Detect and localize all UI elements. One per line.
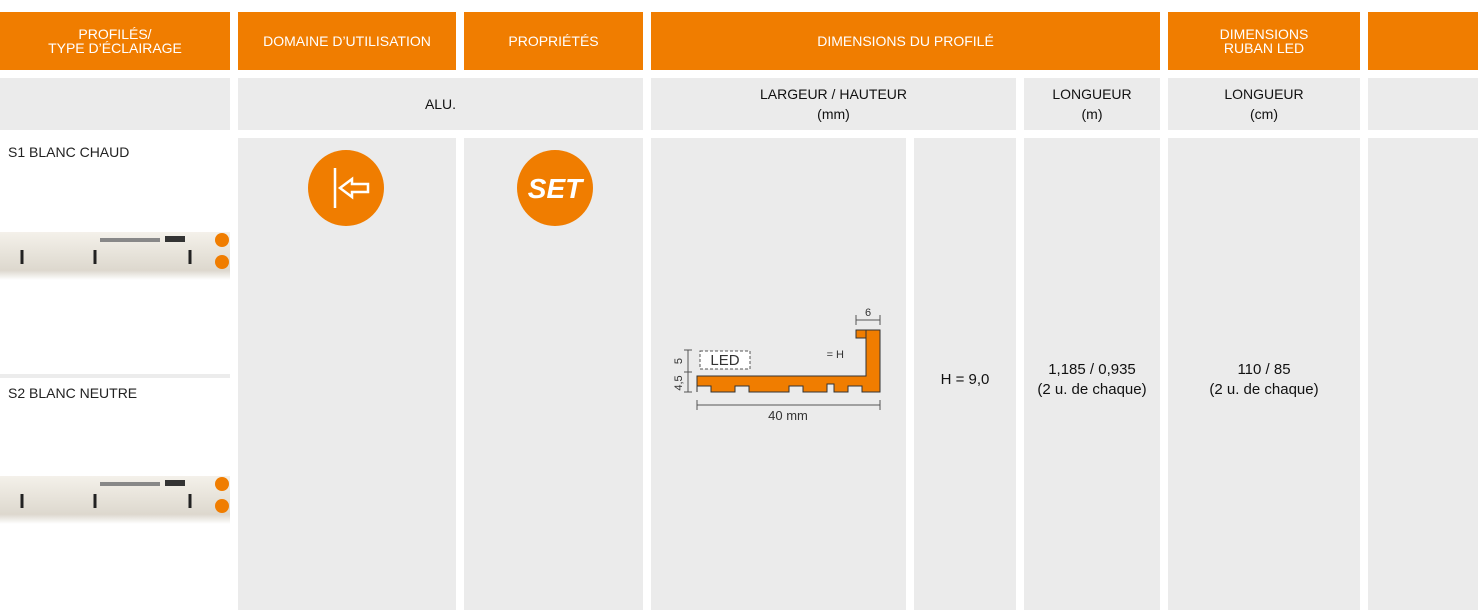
header-cell xyxy=(1368,12,1478,70)
body-cell xyxy=(1368,138,1478,610)
header-cell: PROPRIÉTÉS xyxy=(464,12,643,70)
diagram-label: 5 xyxy=(673,358,685,364)
subheader-text: LONGUEUR xyxy=(1052,86,1132,102)
subheader-text: ALU. xyxy=(424,96,457,112)
subheader-text: (m) xyxy=(1081,106,1103,122)
diagram-label: 6 xyxy=(865,307,871,319)
subheader-cell xyxy=(1368,78,1478,130)
header-text: RUBAN LED xyxy=(1223,40,1305,56)
subheader-text: (cm) xyxy=(1250,106,1278,122)
header-cell: DOMAINE D’UTILISATION xyxy=(238,12,456,70)
row-label: S1 BLANC CHAUD xyxy=(8,144,130,160)
cell-value: (2 u. de chaque) xyxy=(1037,381,1147,398)
subheader-text: LARGEUR / HAUTEUR xyxy=(759,86,908,102)
subheader-text: (mm) xyxy=(817,106,850,122)
cell-value: (2 u. de chaque) xyxy=(1209,381,1319,398)
header-cell: DIMENSIONS RUBAN LED xyxy=(1168,12,1360,70)
body-cell xyxy=(651,138,906,610)
subheader-cell: ALU. xyxy=(238,78,643,130)
row-separator xyxy=(0,374,230,378)
diagram-label: 4,5 xyxy=(673,375,685,390)
header-cell: DIMENSIONS DU PROFILÉ xyxy=(651,12,1160,70)
header-text: PROFILÉS/ xyxy=(78,26,152,42)
header-text: DIMENSIONS DU PROFILÉ xyxy=(817,33,994,49)
profile-drawing xyxy=(684,315,881,410)
header-text: TYPE D’ÉCLAIRAGE xyxy=(48,40,182,56)
header-text: PROPRIÉTÉS xyxy=(508,33,599,49)
led-strip xyxy=(0,232,230,280)
diagram-label: LED xyxy=(710,352,739,369)
cell-value: 110 / 85 xyxy=(1237,361,1291,378)
subheader-cell: LONGUEUR (m) xyxy=(1024,78,1160,130)
row-label: S2 BLANC NEUTRE xyxy=(8,385,138,401)
header-text: DIMENSIONS xyxy=(1219,26,1309,42)
header-cell: PROFILÉS/TYPE D’ÉCLAIRAGE xyxy=(0,12,230,70)
properties-icon xyxy=(517,150,593,226)
cell-value: H = 9,0 xyxy=(940,371,990,388)
usage-icon xyxy=(308,150,384,226)
cell-value: 1,185 / 0,935 xyxy=(1048,361,1136,378)
body-cell xyxy=(1168,138,1360,610)
diagram-label: 40 mm xyxy=(768,408,808,423)
subheader-text: LONGUEUR xyxy=(1224,86,1304,102)
header-text: DOMAINE D’UTILISATION xyxy=(263,33,431,49)
body-cell xyxy=(1024,138,1160,610)
subheader-cell: LONGUEUR (cm) xyxy=(1168,78,1360,130)
led-strip xyxy=(0,476,230,524)
icon-label: SET xyxy=(528,173,585,204)
body-cell xyxy=(914,138,1016,610)
subheader-cell: LARGEUR / HAUTEUR (mm) xyxy=(651,78,1016,130)
diagram-label: = H xyxy=(827,349,844,361)
subheader-cell xyxy=(0,78,230,130)
